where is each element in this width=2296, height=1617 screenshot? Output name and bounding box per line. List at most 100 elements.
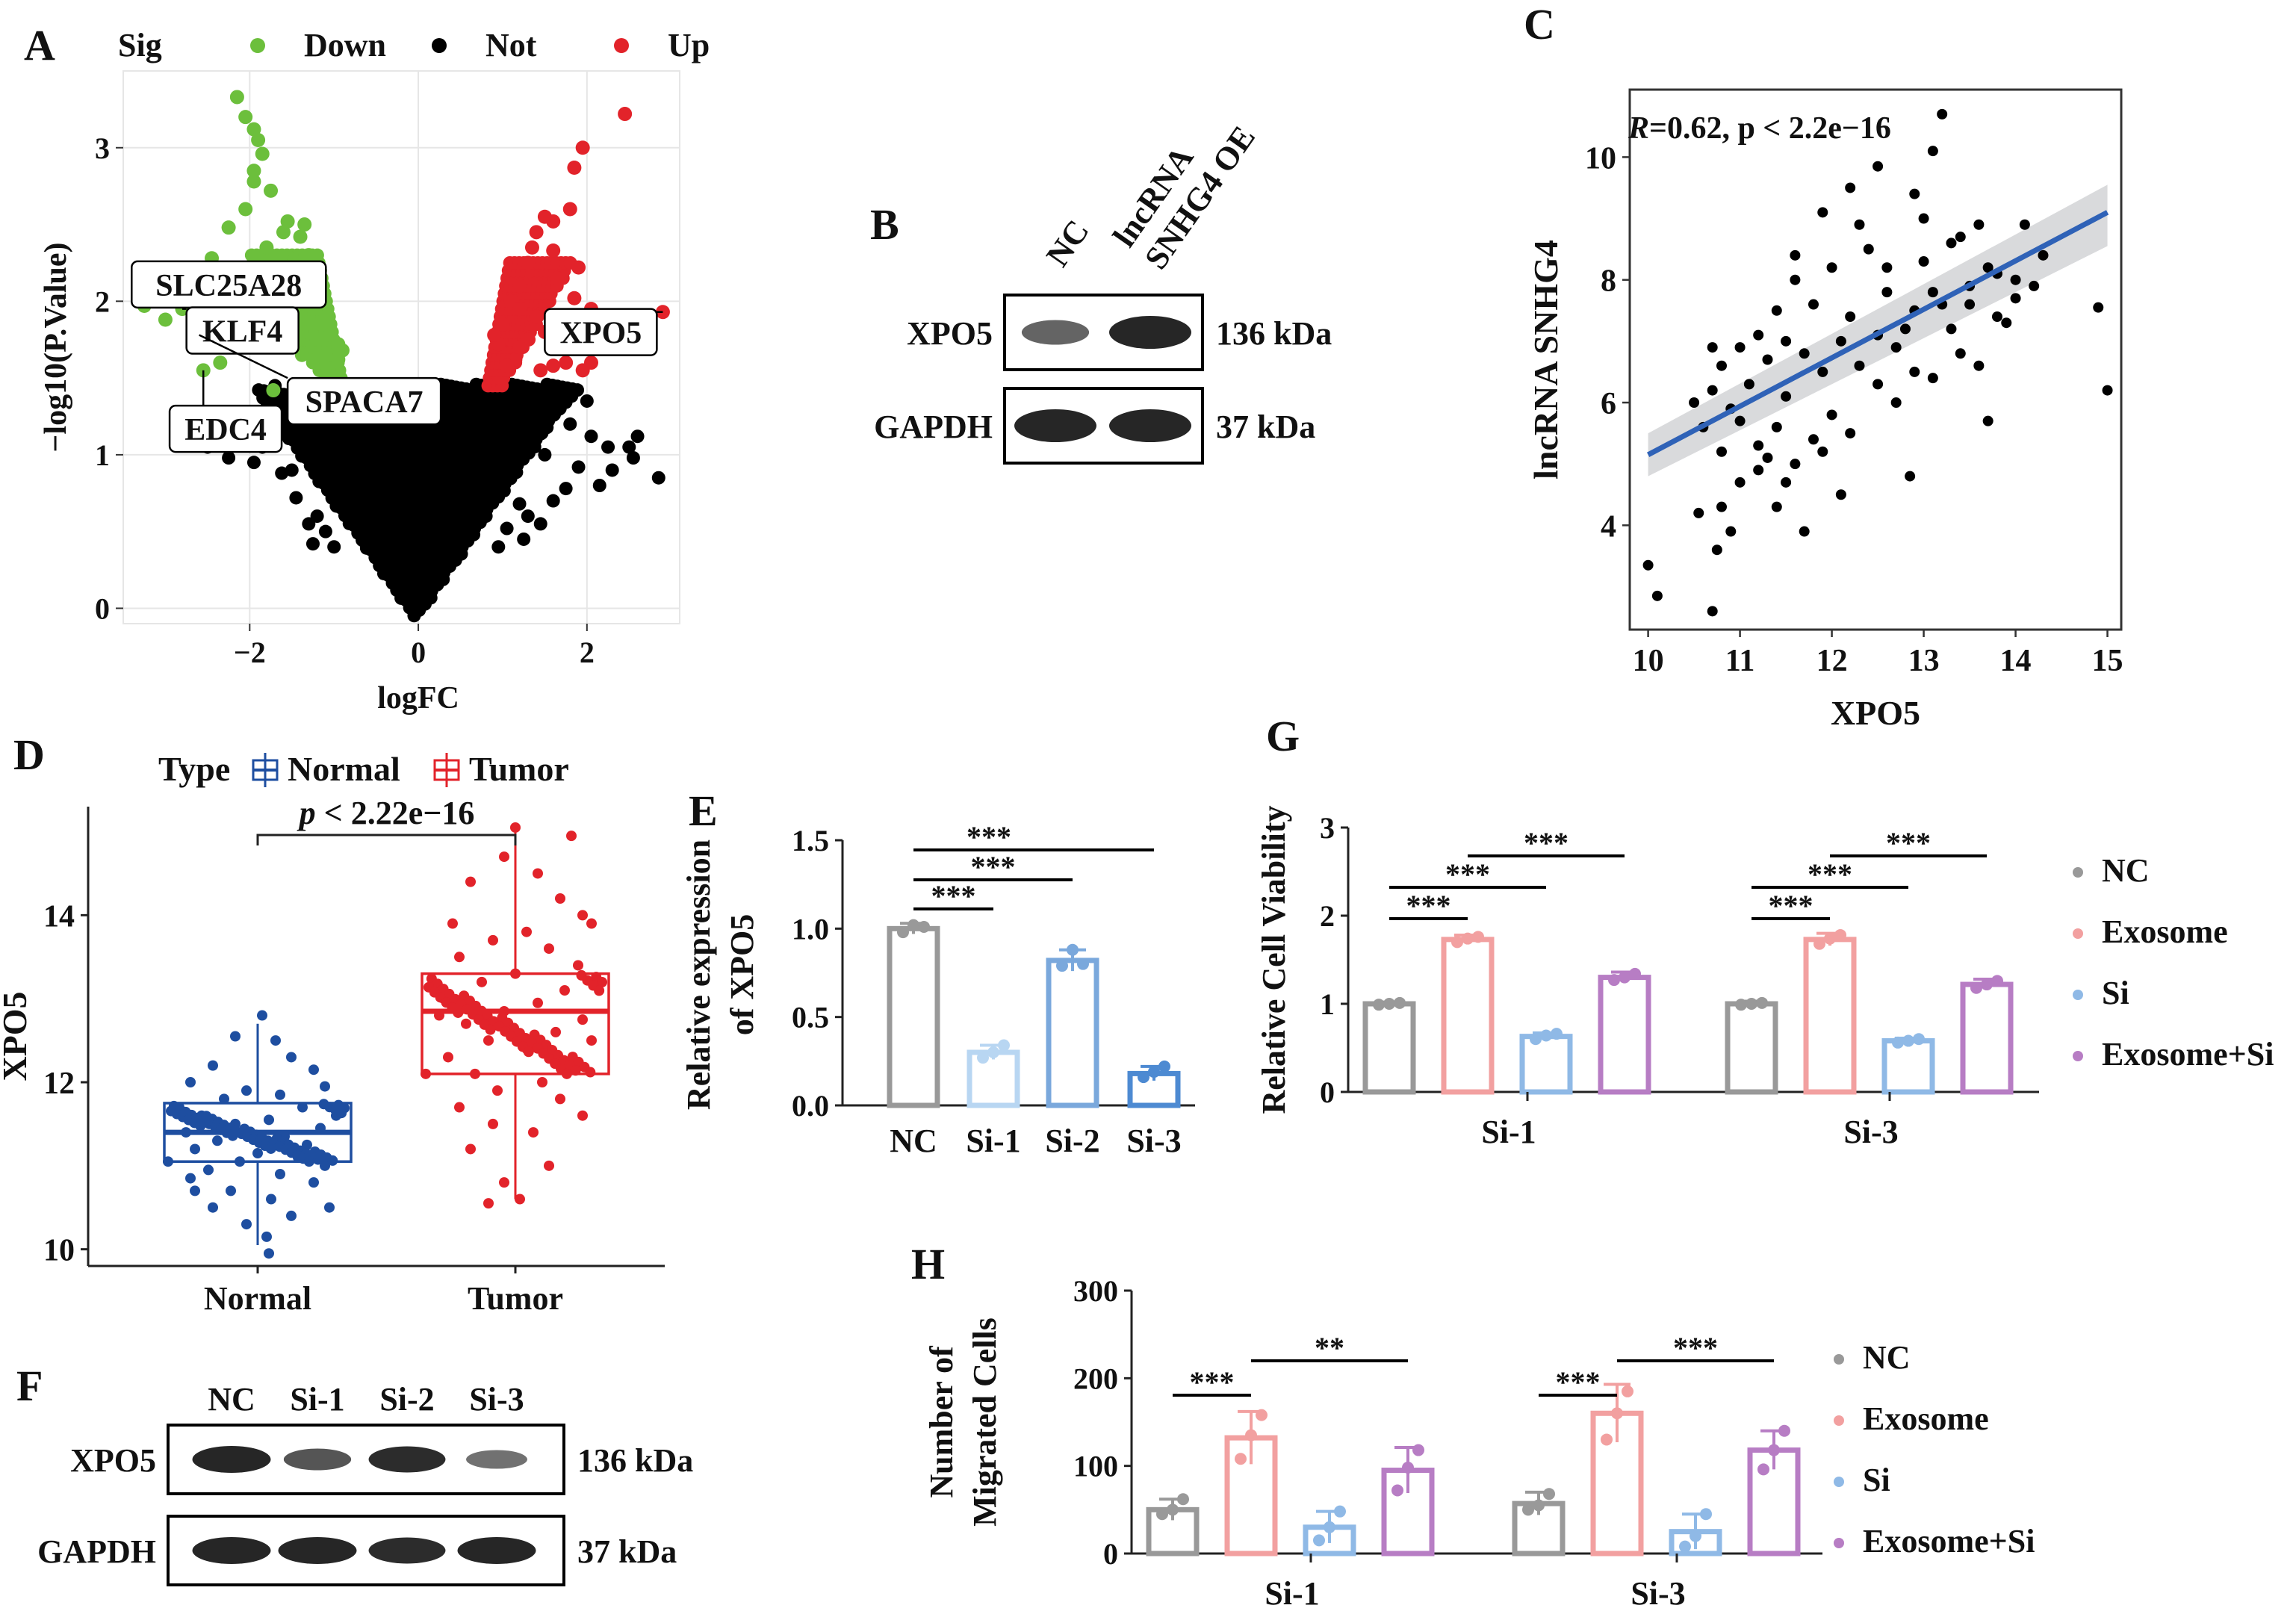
point xyxy=(1716,501,1727,512)
gene-label: SLC25A28 xyxy=(155,269,302,303)
point-not xyxy=(289,491,303,505)
point xyxy=(2029,280,2040,291)
point-down xyxy=(244,248,258,262)
point xyxy=(1881,262,1893,273)
point-up xyxy=(550,271,565,285)
point xyxy=(528,1127,539,1138)
y-tick-label: 100 xyxy=(1073,1450,1118,1483)
replicate-point xyxy=(1077,958,1089,970)
y-tick-label: 1 xyxy=(1320,987,1335,1021)
x-tick-label: Si-3 xyxy=(1631,1575,1685,1612)
replicate-point xyxy=(1679,1540,1691,1553)
point xyxy=(1734,477,1746,488)
replicate-point xyxy=(977,1052,989,1064)
point xyxy=(308,1064,319,1076)
point-down xyxy=(294,347,309,362)
point xyxy=(492,1085,503,1096)
significance-label: *** xyxy=(1190,1365,1235,1399)
point-not xyxy=(305,537,320,551)
legend-marker xyxy=(1834,1477,1844,1487)
blot-band xyxy=(192,1446,271,1473)
point-up xyxy=(575,363,590,378)
legend-label: Si xyxy=(1863,1462,1890,1498)
point xyxy=(320,1081,330,1092)
replicate-point xyxy=(897,926,909,939)
point xyxy=(1854,360,1865,371)
point xyxy=(1905,471,1916,482)
x-tick-label: Si-1 xyxy=(966,1123,1020,1159)
point xyxy=(510,968,521,979)
point xyxy=(1909,188,1920,199)
y-axis-label: Migrated Cells xyxy=(967,1318,1003,1527)
point xyxy=(195,1120,206,1132)
panel-label: A xyxy=(24,21,55,69)
point xyxy=(2102,385,2113,396)
legend-marker xyxy=(2073,1051,2083,1061)
point xyxy=(308,1177,319,1188)
point xyxy=(1790,459,1801,470)
replicate-point xyxy=(1402,1462,1414,1474)
point-not xyxy=(580,394,594,408)
point xyxy=(1955,348,1966,359)
point xyxy=(1799,348,1810,359)
point-down xyxy=(293,229,308,244)
x-tick-label: 10 xyxy=(1633,644,1664,678)
point xyxy=(566,831,577,842)
point xyxy=(1689,397,1700,409)
x-tick-label: Si-2 xyxy=(1045,1123,1099,1159)
point xyxy=(264,1248,274,1259)
point xyxy=(515,1194,525,1205)
point xyxy=(454,952,465,963)
point-up xyxy=(512,302,527,317)
point-up xyxy=(529,309,544,324)
point xyxy=(1899,323,1911,335)
blot-kda-label: 136 kDa xyxy=(1216,315,1332,352)
point-not xyxy=(285,463,299,477)
point-not xyxy=(563,417,577,431)
p-italic: p xyxy=(297,795,316,831)
point-down xyxy=(229,90,244,105)
legend-label: Tumor xyxy=(469,750,569,788)
replicate-point xyxy=(1981,978,1993,991)
point xyxy=(1762,354,1773,365)
y-tick-label: 2 xyxy=(1320,899,1335,933)
point xyxy=(585,1067,596,1078)
point xyxy=(1835,335,1846,347)
point xyxy=(573,960,583,971)
point-not xyxy=(512,497,527,511)
x-axis-label: XPO5 xyxy=(1831,694,1920,732)
legend-marker xyxy=(1834,1415,1844,1426)
y-tick-label: 0 xyxy=(1103,1537,1118,1571)
point xyxy=(1716,446,1727,457)
point-down xyxy=(158,312,173,327)
blot-row-label: XPO5 xyxy=(70,1442,156,1479)
replicate-point xyxy=(1156,1508,1168,1521)
point xyxy=(1909,366,1920,377)
bar xyxy=(1519,1034,1573,1095)
legend-label: NC xyxy=(1863,1339,1911,1376)
significance-label: *** xyxy=(931,879,976,913)
x-tick-label: Si-3 xyxy=(1843,1114,1898,1150)
point xyxy=(510,822,521,833)
point xyxy=(470,1068,480,1079)
significance-label: *** xyxy=(1445,857,1490,891)
x-tick-label: 15 xyxy=(2092,644,2123,678)
point xyxy=(544,943,554,955)
point-down xyxy=(264,183,279,198)
replicate-point xyxy=(1690,1530,1701,1542)
replicate-point xyxy=(1177,1493,1189,1506)
point xyxy=(208,1202,218,1213)
point xyxy=(499,1177,509,1188)
point-not xyxy=(491,540,506,554)
point xyxy=(327,1155,338,1166)
point-up xyxy=(512,340,527,355)
blot-kda-label: 136 kDa xyxy=(577,1442,693,1479)
point xyxy=(163,1156,173,1167)
replicate-point xyxy=(1913,1033,1925,1046)
y-axis-label: lncRNA SNHG4 xyxy=(1527,240,1565,479)
point-up xyxy=(559,356,574,370)
point-not xyxy=(651,471,665,485)
point xyxy=(226,1185,236,1197)
